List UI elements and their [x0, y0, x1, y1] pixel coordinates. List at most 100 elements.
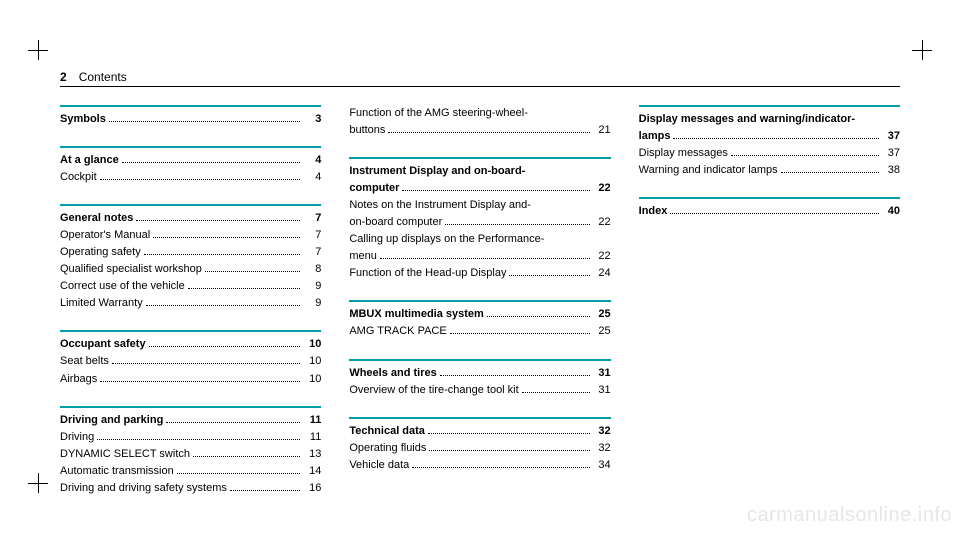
toc-label: Operator's Manual [60, 227, 150, 244]
toc-dots [670, 205, 879, 214]
section-divider [60, 204, 321, 206]
toc-label: computer [349, 180, 399, 197]
toc-page: 31 [593, 365, 611, 382]
toc-page: 31 [593, 382, 611, 399]
toc-page: 4 [303, 152, 321, 169]
toc-label: Operating fluids [349, 440, 426, 457]
toc-label: on-board computer [349, 214, 442, 231]
toc-dots [522, 384, 590, 393]
toc-entry: MBUX multimedia system25 [349, 306, 610, 323]
toc-label: Display messages [639, 145, 728, 162]
toc-page: 9 [303, 295, 321, 312]
toc-entry: Automatic transmission14 [60, 463, 321, 480]
toc-dots [428, 425, 590, 434]
toc-label: DYNAMIC SELECT switch [60, 446, 190, 463]
section-divider [60, 146, 321, 148]
toc-entry: Display messages 37 [639, 145, 900, 162]
toc-page: 3 [303, 111, 321, 128]
toc-section: Function of the AMG steering-wheel-butto… [349, 105, 610, 139]
section-divider [60, 330, 321, 332]
toc-page: 32 [593, 423, 611, 440]
toc-entry: Operating fluids32 [349, 440, 610, 457]
toc-entry: Seat belts10 [60, 353, 321, 370]
toc-dots [487, 309, 590, 318]
toc-page: 7 [303, 227, 321, 244]
toc-page: 22 [593, 214, 611, 231]
toc-entry: Function of the Head-up Display24 [349, 265, 610, 282]
toc-entry: Driving and parking 11 [60, 412, 321, 429]
toc-page: 37 [882, 145, 900, 162]
toc-entry: Symbols3 [60, 111, 321, 128]
toc-page: 10 [303, 336, 321, 353]
crop-mark [28, 40, 48, 60]
toc-entry: Occupant safety10 [60, 336, 321, 353]
toc-label: Vehicle data [349, 457, 409, 474]
toc-dots [97, 431, 300, 440]
toc-page: 16 [303, 480, 321, 497]
toc-label: Seat belts [60, 353, 109, 370]
toc-entry: Overview of the tire-change tool kit 31 [349, 382, 610, 399]
toc-dots [112, 356, 300, 365]
watermark: carmanualsonline.info [747, 504, 952, 527]
toc-label: General notes [60, 210, 133, 227]
toc-section: Symbols3 [60, 105, 321, 128]
toc-columns: Symbols3At a glance4Cockpit4General note… [60, 105, 900, 515]
toc-dots [673, 130, 879, 139]
toc-entry: Qualified specialist workshop8 [60, 261, 321, 278]
toc-section: Wheels and tires31Overview of the tire-c… [349, 359, 610, 399]
toc-label: Technical data [349, 423, 425, 440]
toc-label: At a glance [60, 152, 119, 169]
toc-page: 7 [303, 210, 321, 227]
toc-section: Display messages and warning/indicator-l… [639, 105, 900, 179]
toc-page: 22 [593, 248, 611, 265]
toc-dots [380, 251, 590, 260]
toc-page: 7 [303, 244, 321, 261]
toc-page: 10 [303, 371, 321, 388]
toc-dots [509, 268, 589, 277]
toc-page: 22 [593, 180, 611, 197]
toc-page: 38 [882, 162, 900, 179]
section-divider [349, 157, 610, 159]
toc-dots [188, 281, 301, 290]
toc-dots [205, 263, 300, 272]
toc-dots [122, 154, 301, 163]
toc-label-wrap: Display messages and warning/indicator-l… [639, 111, 900, 145]
toc-dots [146, 298, 301, 307]
page-header: 2 Contents [60, 70, 900, 84]
toc-page: 24 [593, 265, 611, 282]
crop-mark [912, 40, 932, 60]
toc-entry: Index40 [639, 203, 900, 220]
toc-label: Limited Warranty [60, 295, 143, 312]
toc-label: Operating safety [60, 244, 141, 261]
toc-entry: Display messages and warning/indicator-l… [639, 111, 900, 145]
toc-page: 21 [593, 122, 611, 139]
toc-label: Correct use of the vehicle [60, 278, 185, 295]
section-divider [349, 417, 610, 419]
toc-dots [166, 414, 300, 423]
toc-section: Index40 [639, 197, 900, 220]
toc-section: Driving and parking11Driving11DYNAMIC SE… [60, 406, 321, 497]
toc-entry: Driving and driving safety systems16 [60, 480, 321, 497]
crop-mark [28, 473, 48, 493]
toc-page: 13 [303, 446, 321, 463]
toc-entry: Airbags10 [60, 371, 321, 388]
toc-dots [731, 147, 879, 156]
section-divider [639, 105, 900, 107]
toc-label-wrap: Calling up displays on the Performance-m… [349, 231, 610, 265]
toc-page: 37 [882, 128, 900, 145]
toc-page: 11 [303, 412, 321, 429]
toc-dots [149, 339, 301, 348]
toc-column: Display messages and warning/indicator-l… [639, 105, 900, 515]
toc-label-wrap: Instrument Display and on-board-computer… [349, 163, 610, 197]
toc-label: Overview of the tire-change tool kit [349, 382, 518, 399]
toc-entry: Technical data 32 [349, 423, 610, 440]
toc-entry: Correct use of the vehicle9 [60, 278, 321, 295]
section-divider [349, 300, 610, 302]
toc-page: 11 [303, 429, 321, 446]
toc-dots [412, 459, 589, 468]
toc-page: 34 [593, 457, 611, 474]
toc-section: Technical data 32Operating fluids32Vehicl… [349, 417, 610, 474]
page-body: 2 Contents Symbols3At a glance4Cockpit4G… [60, 70, 900, 483]
toc-label: Driving and parking [60, 412, 163, 429]
toc-entry: Notes on the Instrument Display and-on-b… [349, 197, 610, 231]
